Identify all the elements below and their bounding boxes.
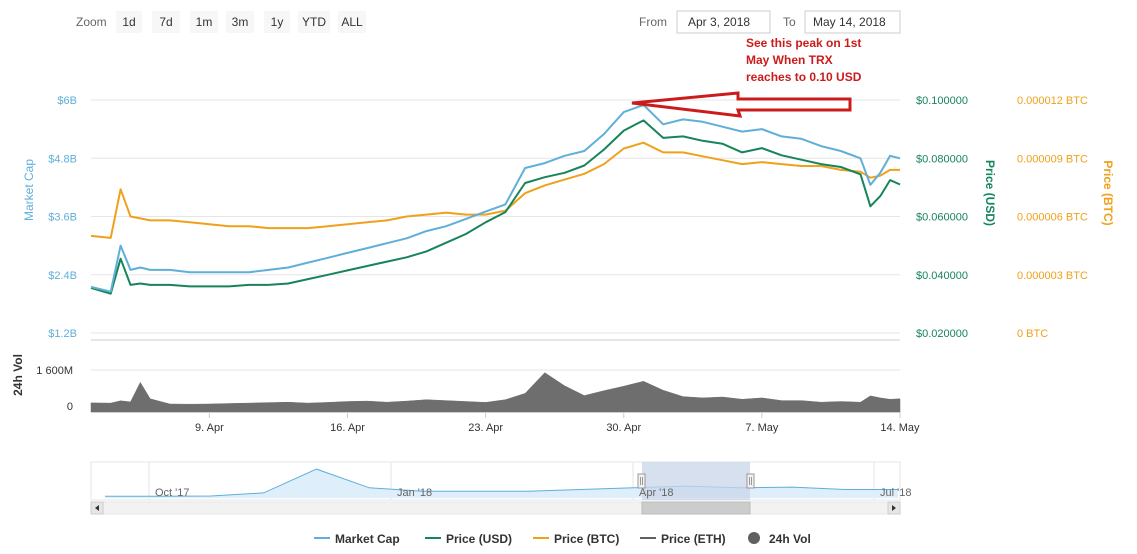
x-tick-label: 30. Apr <box>606 422 641 434</box>
market-cap-axis: $1.2B $2.4B $3.6B $4.8B $6B <box>48 95 77 340</box>
annotation-arrow <box>631 91 852 118</box>
legend-item-market-cap[interactable]: Market Cap <box>335 532 400 546</box>
peak-annotation: See this peak on 1st May When TRX reache… <box>631 36 862 118</box>
zoom-button-1m[interactable] <box>190 11 218 33</box>
x-axis-ticks: 9. Apr 16. Apr 23. Apr 30. Apr 7. May 14. May <box>195 412 920 434</box>
to-label: To <box>783 15 796 29</box>
price-btc-tick-label: 0 BTC <box>1017 328 1048 340</box>
navigator-label: Jul '18 <box>880 487 911 499</box>
price-btc-axis: 0 BTC 0.000003 BTC 0.000006 BTC 0.000009 BT… <box>1017 95 1088 340</box>
series-lines <box>90 103 901 295</box>
legend-item-price-btc-[interactable]: Price (BTC) <box>554 532 619 546</box>
x-tick-label: 16. Apr <box>330 422 365 434</box>
price-usd-axis: $0.020000 $0.040000 $0.060000 $0.080000 $0.1… <box>916 95 968 340</box>
scrollbar-thumb[interactable] <box>641 501 751 515</box>
zoom-label: Zoom <box>76 15 107 29</box>
price-btc-tick-label: 0.000006 BTC <box>1017 212 1088 224</box>
legend: Market Cap Price (USD) Price (BTC) Price (E… <box>314 532 811 546</box>
scrollbar-track[interactable] <box>90 501 901 515</box>
volume-area <box>90 372 901 413</box>
volume-tick-label: 1 600M <box>36 365 73 377</box>
from-date-input-box[interactable] <box>676 10 771 34</box>
volume-axis: 0 1 600M <box>36 365 73 413</box>
volume-tick-label: 0 <box>67 401 73 413</box>
navigator-left-handle[interactable] <box>637 473 646 489</box>
price-btc-axis-title: Price (BTC) <box>1101 160 1115 225</box>
market-cap-tick-label: $2.4B <box>48 270 77 282</box>
zoom-button-label-7d[interactable]: 7d <box>159 15 172 29</box>
navigator-line <box>105 468 898 497</box>
legend-item-price-usd-[interactable]: Price (USD) <box>446 532 512 546</box>
zoom-button-1d[interactable] <box>116 11 142 33</box>
zoom-button-label-ytd[interactable]: YTD <box>302 15 326 29</box>
legend-item-price-eth-[interactable]: Price (ETH) <box>661 532 726 546</box>
market-cap-tick-label: $1.2B <box>48 328 77 340</box>
price-btc-tick-label: 0.000012 BTC <box>1017 95 1088 107</box>
x-tick-label: 23. Apr <box>468 422 503 434</box>
price-usd-tick-label: $0.080000 <box>916 153 968 165</box>
series-line-market-cap <box>90 103 901 293</box>
zoom-button-label-3m[interactable]: 3m <box>232 15 249 29</box>
zoom-button-7d[interactable] <box>152 11 180 33</box>
x-tick-label: 14. May <box>880 422 920 434</box>
zoom-button-ytd[interactable] <box>298 11 330 33</box>
navigator-label: Apr '18 <box>639 487 674 499</box>
from-label: From <box>639 15 667 29</box>
zoom-button-1y[interactable] <box>264 11 290 33</box>
annotation-line-1: See this peak on 1st <box>746 36 861 50</box>
scrollbar-left-arrow-icon <box>95 505 99 511</box>
zoom-button-label-1d[interactable]: 1d <box>122 15 135 29</box>
navigator-right-handle[interactable] <box>746 473 755 489</box>
to-date-input[interactable]: May 14, 2018 <box>813 15 886 29</box>
zoom-button-all[interactable] <box>338 11 366 33</box>
scrollbar[interactable] <box>90 501 901 515</box>
annotation-line-3: reaches to 0.10 USD <box>746 70 862 84</box>
navigator[interactable]: Oct '17 Jan '18 Apr '18 Jul '18 <box>90 461 911 501</box>
navigator-label: Oct '17 <box>155 487 190 499</box>
legend-marker <box>748 532 760 544</box>
zoom-button-label-1m[interactable]: 1m <box>196 15 213 29</box>
navigator-selection[interactable] <box>642 462 750 500</box>
zoom-button-3m[interactable] <box>226 11 254 33</box>
to-date-input-box[interactable] <box>804 10 901 34</box>
price-btc-tick-label: 0.000003 BTC <box>1017 270 1088 282</box>
navigator-label: Jan '18 <box>397 487 432 499</box>
price-usd-tick-label: $0.020000 <box>916 328 968 340</box>
zoom-button-label-1y[interactable]: 1y <box>271 15 284 29</box>
annotation-line-2: May When TRX <box>746 53 833 67</box>
market-cap-tick-label: $6B <box>57 95 77 107</box>
market-cap-axis-title: Market Cap <box>22 159 36 221</box>
price-usd-tick-label: $0.060000 <box>916 212 968 224</box>
volume-axis-title: 24h Vol <box>11 354 25 396</box>
price-usd-tick-label: $0.100000 <box>916 95 968 107</box>
zoom-toolbar: Zoom 1d 7d 1m 3m 1y YTD ALL <box>76 11 366 33</box>
volume-area-shape <box>90 372 901 413</box>
series-line-price-usd- <box>90 119 901 295</box>
from-date-input[interactable]: Apr 3, 2018 <box>688 15 750 29</box>
x-tick-label: 7. May <box>745 422 779 434</box>
price-btc-tick-label: 0.000009 BTC <box>1017 153 1088 165</box>
date-range: From Apr 3, 2018 To May 14, 2018 <box>639 10 901 34</box>
price-usd-axis-title: Price (USD) <box>983 160 997 226</box>
scrollbar-right-arrow-icon <box>892 505 896 511</box>
zoom-button-label-all[interactable]: ALL <box>341 15 363 29</box>
grid-lines <box>91 99 900 371</box>
legend-item-24h-vol[interactable]: 24h Vol <box>769 532 811 546</box>
market-cap-tick-label: $4.8B <box>48 153 77 165</box>
price-usd-tick-label: $0.040000 <box>916 270 968 282</box>
x-tick-label: 9. Apr <box>195 422 224 434</box>
market-cap-tick-label: $3.6B <box>48 212 77 224</box>
series-line-price-btc- <box>90 141 900 239</box>
